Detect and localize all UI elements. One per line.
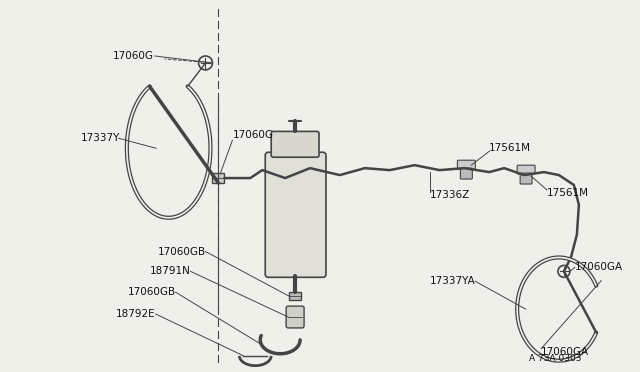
Text: 18792E: 18792E (116, 309, 156, 319)
Text: 17060GB: 17060GB (127, 287, 175, 297)
FancyBboxPatch shape (458, 160, 476, 169)
Text: 17561M: 17561M (547, 188, 589, 198)
Text: 17336Z: 17336Z (429, 190, 470, 200)
FancyBboxPatch shape (517, 165, 535, 174)
FancyBboxPatch shape (265, 152, 326, 277)
Bar (289, 292, 301, 300)
Text: 17060G: 17060G (232, 130, 273, 140)
Text: 17060GA: 17060GA (575, 262, 623, 272)
Text: 17060GB: 17060GB (157, 247, 205, 257)
FancyBboxPatch shape (286, 306, 304, 328)
FancyBboxPatch shape (460, 168, 472, 179)
Text: 17060G: 17060G (113, 51, 154, 61)
Text: 17561M: 17561M (489, 143, 531, 153)
FancyBboxPatch shape (271, 131, 319, 157)
Text: 17337YA: 17337YA (429, 276, 476, 286)
Text: 17337Y: 17337Y (81, 133, 120, 143)
Text: 17060GA: 17060GA (541, 347, 589, 357)
Text: A 73A 0303: A 73A 0303 (529, 354, 582, 363)
Bar (212, 173, 225, 183)
Text: 18791N: 18791N (150, 266, 191, 276)
FancyBboxPatch shape (520, 173, 532, 184)
